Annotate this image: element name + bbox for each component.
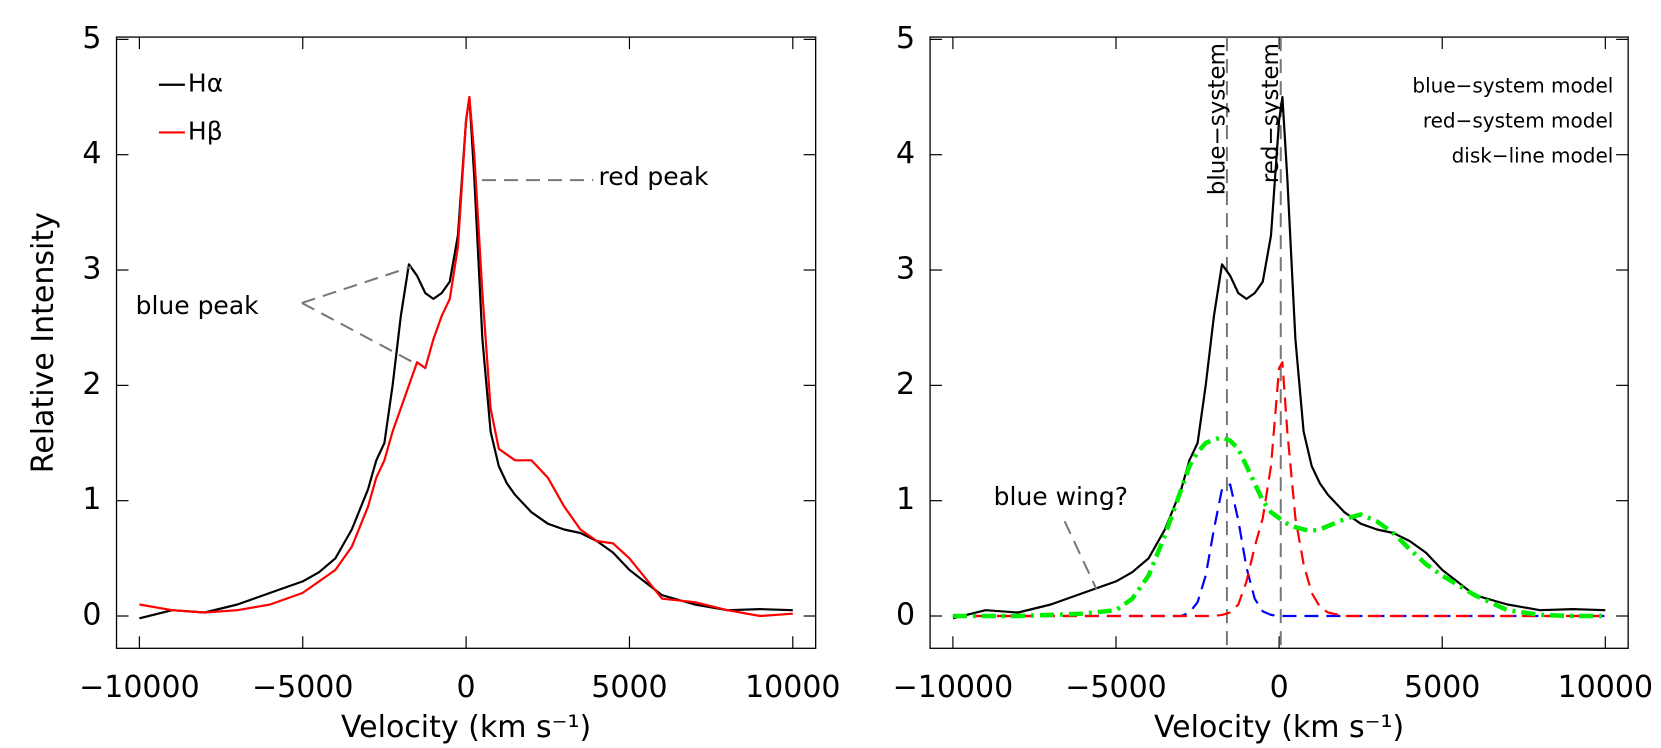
x-tick-label: 10000 xyxy=(745,670,840,705)
x-tick-label: 10000 xyxy=(1558,670,1653,705)
x-axis-label: Velocity (km s⁻¹) xyxy=(341,710,591,745)
y-tick-label: 5 xyxy=(896,21,915,56)
x-tick-label: −5000 xyxy=(252,670,353,705)
annotation-leader xyxy=(1063,520,1098,590)
x-tick-label: −5000 xyxy=(1065,670,1166,705)
reference-label: blue−system xyxy=(1204,43,1230,195)
x-tick-label: 0 xyxy=(1270,670,1289,705)
y-tick-label: 5 xyxy=(82,21,101,56)
legend-label: red−system model xyxy=(1423,108,1613,132)
x-tick-label: 5000 xyxy=(591,670,667,705)
annotation: blue wing? xyxy=(994,482,1128,511)
annotation-leader xyxy=(301,265,412,304)
data-line xyxy=(139,95,793,618)
annotation: blue peak xyxy=(136,291,260,320)
y-tick-label: 1 xyxy=(896,482,915,517)
legend-label: blue−system model xyxy=(1412,73,1613,97)
y-tick-label: 4 xyxy=(896,136,915,171)
legend-label: disk−line model xyxy=(1452,143,1614,167)
y-tick-label: 2 xyxy=(82,367,101,402)
data-line xyxy=(952,361,1606,618)
y-tick-label: 2 xyxy=(896,367,915,402)
x-tick-label: −10000 xyxy=(79,670,200,705)
legend-label: Hα xyxy=(188,69,223,98)
y-tick-label: 1 xyxy=(82,482,101,517)
y-tick-label: 0 xyxy=(82,598,101,633)
x-tick-label: 0 xyxy=(457,670,476,705)
y-tick-label: 0 xyxy=(896,598,915,633)
annotation: red peak xyxy=(599,162,709,191)
legend-label: Hβ xyxy=(188,116,223,145)
x-tick-label: −10000 xyxy=(893,670,1014,705)
data-line xyxy=(952,435,1606,619)
x-tick-label: 5000 xyxy=(1404,670,1480,705)
x-axis-label: Velocity (km s⁻¹) xyxy=(1154,710,1404,745)
y-tick-label: 3 xyxy=(82,252,101,287)
y-tick-label: 3 xyxy=(896,252,915,287)
y-tick-label: 4 xyxy=(82,136,101,171)
y-axis-label: Relative Intensity xyxy=(26,212,61,473)
data-line xyxy=(952,95,1606,620)
